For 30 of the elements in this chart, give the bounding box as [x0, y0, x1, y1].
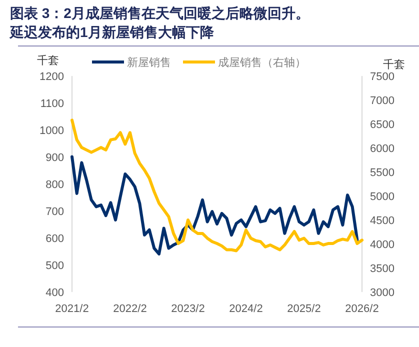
y2-tick-label: 6500: [370, 119, 394, 131]
y-tick-label: 700: [46, 206, 64, 218]
legend-label: 新屋销售: [127, 56, 171, 69]
y-tick-label: 500: [46, 260, 64, 272]
y2-tick-label: 5500: [370, 167, 394, 179]
x-tick-label: 2022/2: [113, 303, 147, 315]
legend-label: 成屋销售（右轴）: [218, 56, 306, 69]
y2-tick-label: 7000: [370, 95, 394, 107]
chart-title: 图表 3：2月成屋销售在天气回暖之后略微回升。延迟发布的1月新屋销售大幅下降: [9, 5, 310, 40]
y2-axis-title: 千套: [383, 58, 405, 71]
y-tick-label: 400: [46, 287, 64, 299]
y-tick-label: 1000: [40, 125, 64, 137]
x-tick-label: 2023/2: [171, 303, 205, 315]
y2-tick-label: 6000: [370, 143, 394, 155]
y-tick-label: 1100: [40, 98, 64, 110]
y-axis-title: 千套: [37, 54, 59, 67]
y-tick-label: 600: [46, 233, 64, 245]
y2-tick-label: 3000: [370, 287, 394, 299]
y2-tick-label: 4500: [370, 215, 394, 227]
y-tick-label: 900: [46, 152, 64, 164]
x-tick-label: 2021/2: [55, 303, 89, 315]
x-tick-label: 2024/2: [229, 303, 263, 315]
y2-tick-label: 7500: [370, 71, 394, 83]
y-tick-label: 1200: [40, 71, 64, 83]
y2-tick-label: 4000: [370, 239, 394, 251]
x-tick-label: 2025/2: [287, 303, 321, 315]
x-tick-label: 2026/2: [345, 303, 379, 315]
y-tick-label: 800: [46, 179, 64, 191]
y2-tick-label: 5000: [370, 191, 394, 203]
y2-tick-label: 3500: [370, 263, 394, 275]
